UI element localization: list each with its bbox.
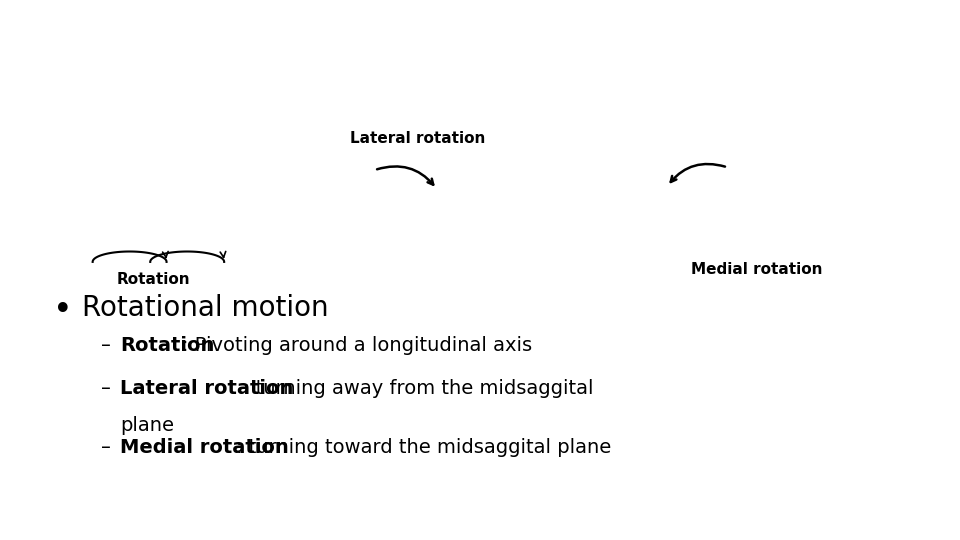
Text: : Pivoting around a longitudinal axis: : Pivoting around a longitudinal axis [181,336,532,355]
Text: Rotation: Rotation [117,272,190,287]
Text: Rotational motion: Rotational motion [82,294,328,322]
Text: –: – [101,438,110,457]
Text: Rotation: Rotation [120,336,214,355]
Text: : turning away from the midsaggital: : turning away from the midsaggital [243,379,593,398]
Text: –: – [101,336,110,355]
Text: •: • [53,294,72,327]
Text: Lateral rotation: Lateral rotation [350,131,486,146]
Text: Medial rotation: Medial rotation [120,438,289,457]
Text: Medial rotation: Medial rotation [691,262,823,277]
Text: : turning toward the midsaggital plane: : turning toward the midsaggital plane [235,438,611,457]
Text: –: – [101,379,110,398]
Text: plane: plane [120,416,174,435]
Text: Lateral rotation: Lateral rotation [120,379,294,398]
